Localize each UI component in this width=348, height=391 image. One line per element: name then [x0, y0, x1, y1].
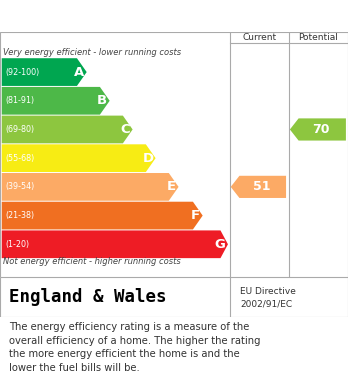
- Text: England & Wales: England & Wales: [9, 288, 166, 306]
- Polygon shape: [2, 87, 110, 115]
- Polygon shape: [290, 118, 346, 140]
- Text: Potential: Potential: [299, 33, 338, 42]
- Text: E: E: [166, 180, 175, 194]
- Text: (69-80): (69-80): [5, 125, 34, 134]
- Text: The energy efficiency rating is a measure of the
overall efficiency of a home. T: The energy efficiency rating is a measur…: [9, 322, 260, 373]
- Text: (92-100): (92-100): [5, 68, 39, 77]
- Text: (81-91): (81-91): [5, 96, 34, 105]
- Text: (55-68): (55-68): [5, 154, 34, 163]
- Text: F: F: [190, 209, 200, 222]
- Text: C: C: [120, 123, 130, 136]
- Text: A: A: [74, 66, 84, 79]
- Text: (21-38): (21-38): [5, 211, 34, 220]
- Text: 70: 70: [312, 123, 330, 136]
- Text: B: B: [97, 94, 107, 107]
- Polygon shape: [2, 144, 156, 172]
- Polygon shape: [2, 202, 203, 230]
- Polygon shape: [231, 176, 286, 198]
- Text: Current: Current: [242, 33, 276, 42]
- Text: Very energy efficient - lower running costs: Very energy efficient - lower running co…: [3, 48, 182, 57]
- Text: Not energy efficient - higher running costs: Not energy efficient - higher running co…: [3, 257, 181, 266]
- Text: 2002/91/EC: 2002/91/EC: [240, 300, 292, 309]
- Text: (1-20): (1-20): [5, 240, 29, 249]
- Text: Energy Efficiency Rating: Energy Efficiency Rating: [9, 9, 230, 23]
- Polygon shape: [2, 173, 179, 201]
- Text: (39-54): (39-54): [5, 182, 34, 191]
- Polygon shape: [2, 230, 228, 258]
- Text: G: G: [215, 238, 226, 251]
- Text: 51: 51: [253, 180, 271, 194]
- Text: EU Directive: EU Directive: [240, 287, 296, 296]
- Text: D: D: [142, 152, 153, 165]
- Polygon shape: [2, 58, 87, 86]
- Polygon shape: [2, 116, 133, 143]
